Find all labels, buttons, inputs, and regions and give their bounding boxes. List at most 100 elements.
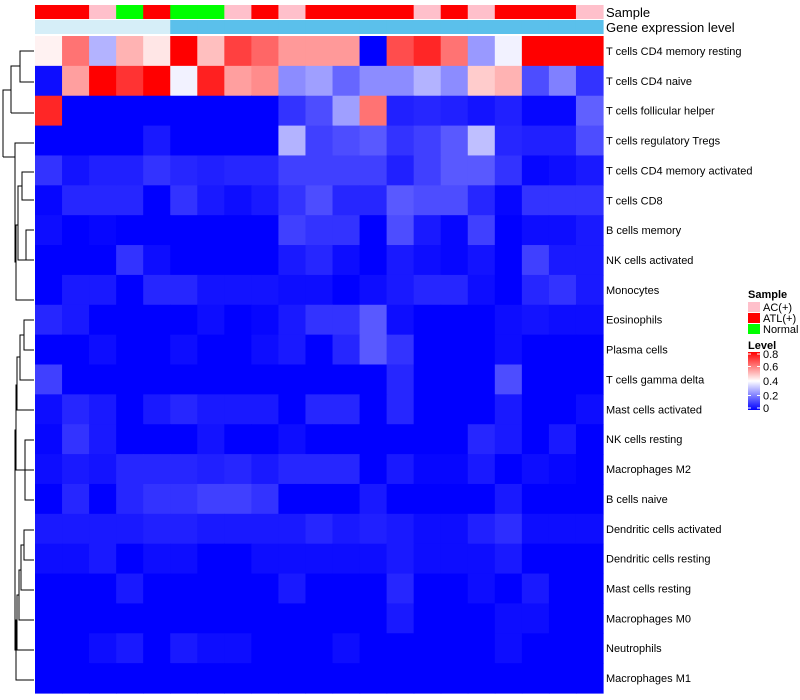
heatmap-cell — [116, 454, 144, 485]
gene-level-annotation-cell — [494, 20, 523, 34]
heatmap-cell — [467, 454, 496, 485]
heatmap-cell — [548, 95, 577, 127]
heatmap-cell — [305, 274, 334, 306]
heatmap-cell — [521, 454, 550, 485]
heatmap-cell — [521, 603, 550, 634]
sample-annotation-cell — [467, 5, 496, 19]
heatmap-cell — [116, 215, 144, 246]
heatmap-cell — [548, 603, 577, 634]
heatmap-cell — [170, 304, 198, 336]
heatmap-cell — [197, 573, 225, 605]
heatmap-cell — [224, 274, 252, 306]
heatmap-cell — [494, 155, 523, 186]
row-label: Monocytes — [606, 285, 660, 297]
heatmap-cell — [440, 155, 469, 186]
heatmap-cell — [62, 394, 90, 425]
heatmap-cell — [170, 483, 198, 515]
heatmap-cell — [143, 95, 171, 127]
heatmap-cell — [197, 185, 225, 216]
heatmap-cell — [278, 663, 307, 694]
heatmap-cell — [305, 95, 334, 127]
heatmap-cell — [440, 573, 469, 605]
heatmap-cell — [170, 454, 198, 485]
heatmap-cell — [62, 663, 90, 694]
heatmap-cell — [89, 304, 117, 336]
heatmap-cell — [332, 663, 361, 694]
heatmap-cell — [278, 155, 307, 186]
heatmap-cell — [467, 543, 496, 575]
heatmap-cell — [197, 633, 225, 664]
heatmap-cell — [224, 215, 252, 246]
heatmap-cell — [359, 334, 388, 366]
heatmap-cell — [575, 95, 604, 127]
heatmap-cell — [62, 245, 90, 276]
heatmap-cell — [224, 513, 252, 545]
heatmap-cell — [413, 394, 442, 425]
heatmap-cell — [251, 274, 280, 306]
heatmap-cell — [467, 573, 496, 605]
row-label: NK cells activated — [606, 255, 693, 267]
heatmap-cell — [548, 125, 577, 157]
heatmap-cell — [278, 95, 307, 127]
heatmap-cell — [143, 36, 171, 67]
gene-level-annotation-cell — [35, 20, 63, 34]
heatmap-cell — [62, 513, 90, 545]
heatmap-cell — [494, 543, 523, 575]
heatmap-cell — [278, 185, 307, 216]
heatmap-cell — [197, 304, 225, 336]
heatmap-cell — [197, 424, 225, 455]
sample-annotation-cell — [386, 5, 415, 19]
heatmap-cell — [35, 424, 63, 455]
heatmap-cell — [278, 364, 307, 395]
heatmap-cell — [35, 334, 63, 366]
heatmap-cell — [359, 36, 388, 67]
heatmap-cell — [116, 364, 144, 395]
heatmap-cell — [116, 543, 144, 575]
heatmap-cell — [386, 573, 415, 605]
heatmap-cell — [197, 155, 225, 186]
heatmap-cell — [359, 424, 388, 455]
heatmap-cell — [143, 543, 171, 575]
heatmap-cell — [467, 95, 496, 127]
heatmap-cell — [116, 334, 144, 366]
heatmap-cell — [35, 543, 63, 575]
heatmap-cell — [224, 633, 252, 664]
heatmap-cell — [35, 454, 63, 485]
heatmap-cell — [251, 36, 280, 67]
heatmap-cell — [332, 513, 361, 545]
heatmap-cell — [278, 424, 307, 455]
heatmap-cell — [116, 663, 144, 694]
heatmap-cell — [548, 155, 577, 186]
heatmap-cell — [548, 663, 577, 694]
heatmap-cell — [197, 334, 225, 366]
heatmap-cell — [251, 185, 280, 216]
heatmap-cell — [224, 573, 252, 605]
heatmap-cell — [521, 483, 550, 515]
heatmap-cell — [305, 483, 334, 515]
heatmap-cell — [548, 185, 577, 216]
heatmap-cell — [278, 125, 307, 157]
heatmap-cell — [332, 334, 361, 366]
heatmap-cell — [35, 36, 63, 67]
heatmap-cell — [143, 633, 171, 664]
heatmap-cell — [548, 65, 577, 97]
heatmap-cell — [278, 304, 307, 336]
heatmap-cell — [359, 274, 388, 306]
heatmap-cell — [35, 125, 63, 157]
heatmap-cell — [305, 633, 334, 664]
heatmap-cell — [62, 95, 90, 127]
heatmap-cell — [305, 663, 334, 694]
heatmap-cell — [62, 364, 90, 395]
heatmap-cell — [440, 334, 469, 366]
heatmap-cell — [386, 454, 415, 485]
heatmap-cell — [224, 155, 252, 186]
heatmap-cell — [251, 633, 280, 664]
heatmap-cell — [386, 633, 415, 664]
heatmap-cell — [413, 424, 442, 455]
heatmap-cell — [89, 573, 117, 605]
heatmap-cell — [359, 125, 388, 157]
heatmap-cell — [575, 334, 604, 366]
heatmap-cell — [494, 65, 523, 97]
heatmap-cell — [224, 334, 252, 366]
heatmap-cell — [494, 394, 523, 425]
